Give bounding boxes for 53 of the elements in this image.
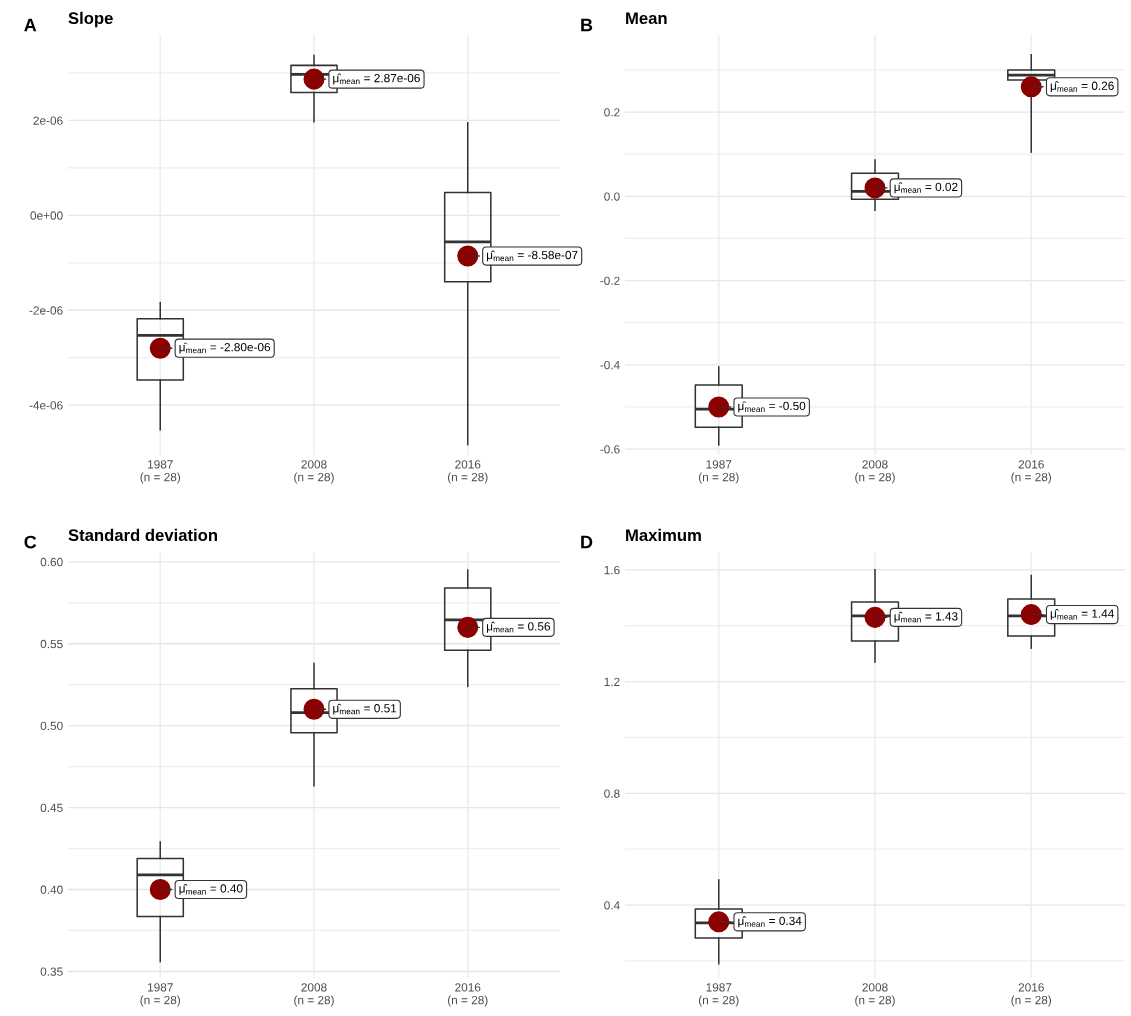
y-tick-label: -4e-06 [29,401,63,410]
x-tick-label: 2016 (n = 28) [447,983,488,1007]
x-tick-label: 2016 (n = 28) [1011,983,1052,1007]
y-tick-label: -0.6 [600,445,620,454]
point [1020,76,1042,98]
annotation: μ̂$_{mean}$ = 0.56 [487,621,551,633]
y-tick-label: 0.35 [40,967,63,976]
x-tick-label: 1987 (n = 28) [698,983,739,1007]
y-tick-label: 0e+00 [30,211,63,220]
y-tick-label: 0.2 [604,108,620,117]
y-tick-label: -2e-06 [29,306,63,315]
y-tick-label: 0.45 [40,803,63,812]
y-tick-label: -0.2 [600,276,620,285]
chart-title: Standard deviation [68,528,217,542]
annotation: μ̂$_{mean}$ = 0.51 [333,703,397,715]
annotation: μ̂$_{mean}$ = 1.43 [894,611,958,623]
chart-title: Maximum [626,528,701,542]
y-tick-label: 0.4 [604,901,620,910]
y-tick-label: -0.4 [600,360,620,370]
y-tick-label: 1.6 [604,565,620,575]
y-tick-label: 0.50 [40,721,63,731]
text: D [581,535,593,549]
y-tick-label: 2e-06 [33,116,63,125]
annotation: μ̂$_{mean}$ = -0.50 [738,401,806,413]
x-tick-label: 1987 (n = 28) [140,460,181,484]
annotation: μ̂$_{mean}$ = 1.44 [1050,609,1114,620]
x-tick-label: 2016 (n = 28) [447,460,488,484]
point [457,245,479,267]
x-tick-label: 2008 (n = 28) [294,460,334,484]
annotation: μ̂$_{mean}$ = -8.58e-07 [487,250,578,262]
y-tick-label: 0.8 [604,789,620,798]
x-tick-label: 1987 (n = 28) [140,983,181,1007]
y-tick-label: 0.0 [604,192,620,201]
x-tick-label: 2016 (n = 28) [1011,460,1052,484]
x-tick-label: 2008 (n = 28) [294,983,334,1007]
y-tick-label: 0.40 [40,885,63,894]
annotation: μ̂$_{mean}$ = 0.40 [179,883,243,895]
chart-title: Mean [626,12,667,25]
y-tick-label: 0.55 [40,639,63,649]
text: C [24,535,37,549]
annotation: μ̂$_{mean}$ = -2.80e-06 [179,342,271,354]
x-tick-label: 2008 (n = 28) [855,983,895,1007]
x-tick-label: 2008 (n = 28) [855,460,895,484]
annotation: μ̂$_{mean}$ = 0.34 [738,916,802,928]
annotation: μ̂$_{mean}$ = 0.26 [1050,81,1114,93]
text: A [24,18,37,32]
y-tick-label: 1.2 [604,677,620,686]
chart-title: Slope [68,11,113,28]
annotation: μ̂$_{mean}$ = 0.02 [894,182,958,194]
x-tick-label: 1987 (n = 28) [698,460,739,484]
text: B [581,18,593,32]
annotation: μ̂$_{mean}$ = 2.87e-06 [333,73,420,85]
y-tick-label: 0.60 [40,557,63,567]
